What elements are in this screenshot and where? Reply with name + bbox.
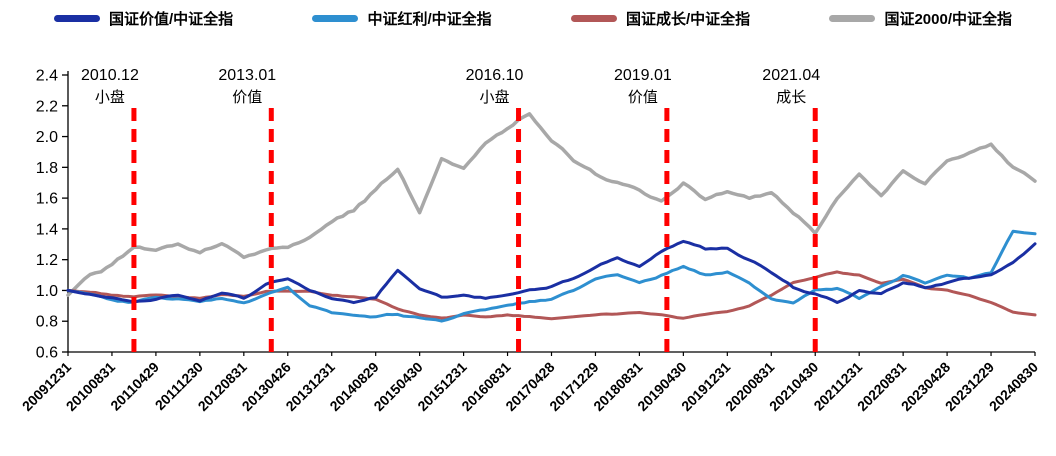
y-tick-label: 0.8 [36, 314, 58, 331]
event-date-label: 2013.01 [218, 67, 276, 84]
event-date-label: 2010.12 [81, 67, 139, 84]
y-tick-label: 0.6 [36, 345, 58, 362]
legend-item-gz2000: 国证2000/中证全指 [829, 8, 1012, 29]
event-date-label: 2019.01 [614, 67, 672, 84]
y-tick-label: 2.0 [36, 129, 58, 146]
series-line-gz-value [66, 239, 1037, 305]
event-style-tag: 成长 [776, 89, 806, 106]
legend-swatch-gz-growth [570, 15, 617, 22]
legend-label: 国证2000/中证全指 [884, 11, 1012, 28]
legend-item-gz-value: 国证价值/中证全指 [54, 8, 233, 29]
legend-label: 国证价值/中证全指 [109, 11, 234, 28]
y-tick-label: 1.6 [36, 191, 58, 208]
x-tick-label: 20240830 [986, 359, 1042, 415]
event-style-tag: 小盘 [480, 88, 510, 106]
y-tick-label: 2.2 [36, 98, 58, 115]
chart-legend: 国证价值/中证全指 中证红利/中证全指 国证成长/中证全指 国证2000/中证全指 [0, 8, 1056, 29]
event-date-label: 2021.04 [762, 67, 820, 84]
y-tick-label: 2.4 [36, 68, 58, 85]
event-style-tag: 价值 [628, 89, 658, 106]
y-tick-label: 1.8 [36, 160, 58, 177]
legend-item-gz-growth: 国证成长/中证全指 [570, 8, 751, 29]
series-line-gz2000 [66, 112, 1037, 297]
legend-label: 国证成长/中证全指 [625, 11, 751, 28]
x-tick-label: 20110429 [107, 359, 162, 414]
y-tick-label: 1.4 [36, 221, 58, 238]
legend-item-zz-dividend: 中证红利/中证全指 [312, 8, 492, 29]
event-style-tag: 价值 [232, 89, 262, 106]
y-tick-label: 1.0 [36, 283, 58, 300]
y-tick-label: 1.2 [36, 252, 58, 269]
legend-swatch-gz-value [54, 15, 100, 22]
legend-swatch-gz2000 [829, 15, 876, 22]
legend-label: 中证红利/中证全指 [367, 11, 492, 28]
legend-swatch-zz-dividend [312, 15, 359, 22]
event-style-tag: 小盘 [95, 88, 125, 106]
series-line-zz-dividend [66, 229, 1037, 323]
event-date-label: 2016.10 [466, 67, 524, 84]
